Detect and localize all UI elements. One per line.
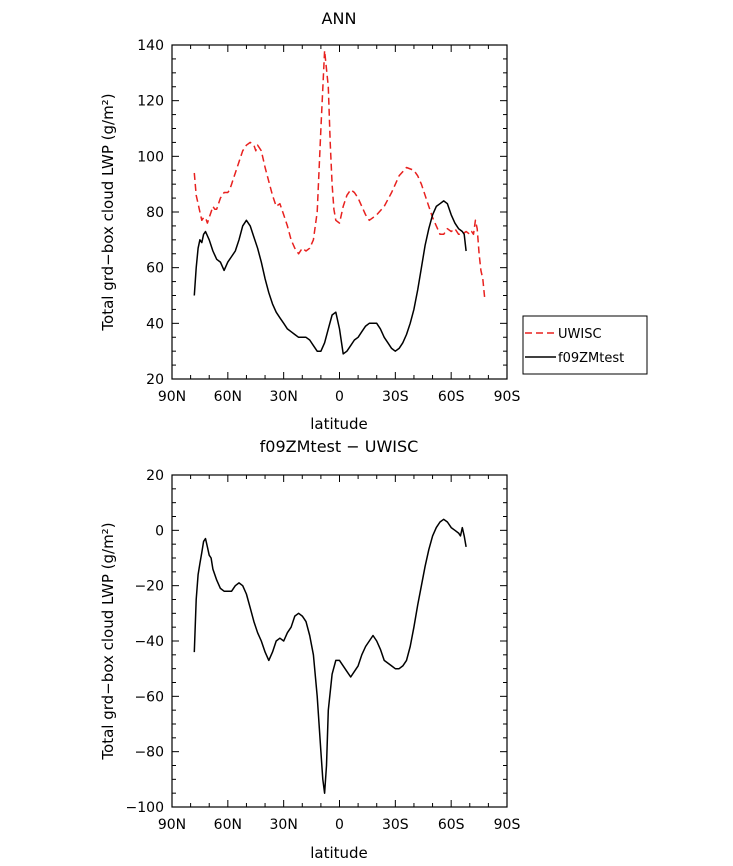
series-line-difference-0	[193, 518, 467, 794]
y-tick-label: 40	[146, 316, 164, 332]
y-tick-label: 60	[146, 261, 164, 277]
x-tick-label: 90S	[494, 817, 521, 833]
x-tick-label: 0	[335, 817, 344, 833]
y-tick-label: 20	[146, 372, 164, 388]
y-tick-label: 20	[146, 468, 164, 484]
x-axis-label: latitude	[310, 415, 368, 433]
y-axis-label: Total grd−box cloud LWP (g/m²)	[99, 93, 117, 331]
chart-title: f09ZMtest − UWISC	[260, 437, 419, 456]
x-tick-label: 30S	[382, 817, 409, 833]
y-tick-label: −20	[134, 579, 164, 595]
x-tick-label: 0	[335, 389, 344, 405]
y-tick-label: −40	[134, 634, 164, 650]
x-tick-label: 90N	[158, 389, 186, 405]
x-tick-label: 60S	[438, 817, 465, 833]
x-tick-label: 30N	[270, 817, 298, 833]
x-tick-label: 60N	[214, 389, 242, 405]
x-tick-label: 60N	[214, 817, 242, 833]
x-tick-label: 30N	[270, 389, 298, 405]
x-axis-label: latitude	[310, 844, 368, 862]
x-tick-labels: 90N 60N 30N 0 30S 60S 90S	[158, 389, 521, 405]
legend-label-uwisc: UWISC	[558, 327, 602, 342]
series-line-f09zmtest	[193, 200, 467, 355]
legend-box	[522, 315, 648, 375]
x-tick-label: 90N	[158, 817, 186, 833]
y-tick-label: −60	[134, 689, 164, 705]
x-tick-label: 30S	[382, 389, 409, 405]
x-tick-labels: 90N 60N 30N 0 30S 60S 90S	[158, 817, 521, 833]
y-tick-label: −100	[126, 800, 164, 816]
y-tick-label: 100	[137, 149, 164, 165]
chart-panel-difference: f09ZMtest − UWISC 90N 60N 30N 0 30S 60S 90S −1…	[99, 437, 520, 862]
legend: UWISC f09ZMtest	[522, 315, 648, 375]
y-tick-labels: −100 −80 −60 −40 −20 0 20	[126, 468, 164, 816]
plot-frame	[171, 44, 508, 380]
tick-marks	[171, 474, 508, 808]
series-line-uwisc	[193, 49, 486, 299]
x-tick-label: 90S	[494, 389, 521, 405]
chart-title: ANN	[322, 9, 357, 28]
plot-frame	[171, 474, 508, 808]
series-layer	[193, 49, 486, 355]
x-tick-label: 60S	[438, 389, 465, 405]
y-tick-labels: 20 40 60 80 100 120 140	[137, 38, 164, 388]
y-tick-label: 140	[137, 38, 164, 54]
y-tick-label: 80	[146, 205, 164, 221]
series-layer	[193, 518, 467, 794]
chart-panel-ann: ANN 90N 60N 30N 0 30S 60S 90S 20 40 60 80 100 120 14…	[99, 9, 520, 433]
y-tick-label: −80	[134, 745, 164, 761]
y-tick-label: 0	[155, 523, 164, 539]
y-axis-label: Total grd−box cloud LWP (g/m²)	[99, 522, 117, 760]
y-tick-label: 120	[137, 94, 164, 110]
legend-label-f09zmtest: f09ZMtest	[558, 351, 624, 366]
